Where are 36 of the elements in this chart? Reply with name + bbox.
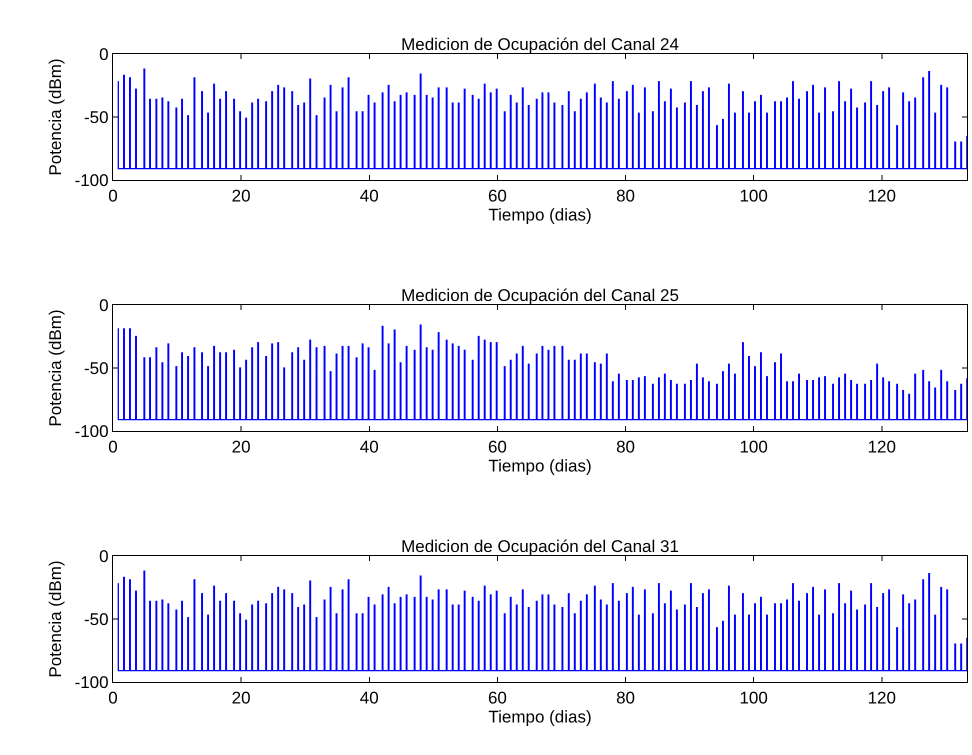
y-axis-title: Potencia (dBm) xyxy=(46,309,66,427)
y-tick-label: 0 xyxy=(99,546,109,566)
y-tick-label: -50 xyxy=(84,358,109,378)
x-tick-label: 120 xyxy=(868,186,896,206)
x-tick-label: 80 xyxy=(616,437,635,456)
x-tick-label: 80 xyxy=(616,688,635,708)
y-tick-label: -100 xyxy=(74,422,109,441)
y-tick-label: -50 xyxy=(84,610,109,629)
x-tick-label: 100 xyxy=(739,186,768,206)
x-tick-label: 60 xyxy=(488,688,507,708)
x-tick-label: 120 xyxy=(868,688,896,708)
y-axis-title: Potencia (dBm) xyxy=(46,560,66,678)
chart-title: Medicion de Ocupación del Canal 25 xyxy=(401,286,679,305)
x-tick-label: 20 xyxy=(232,688,251,708)
x-tick-label: 20 xyxy=(232,437,251,456)
x-axis-title: Tiempo (dias) xyxy=(488,205,592,224)
x-tick-label: 60 xyxy=(488,186,507,206)
x-tick-label: 40 xyxy=(360,186,379,206)
chart-title: Medicion de Ocupación del Canal 31 xyxy=(401,537,679,556)
y-axis-title: Potencia (dBm) xyxy=(46,58,66,176)
y-tick-label: 0 xyxy=(99,296,109,315)
x-tick-label: 20 xyxy=(232,186,251,206)
y-tick-label: 0 xyxy=(99,44,109,64)
y-tick-label: -100 xyxy=(74,672,109,692)
x-axis-title: Tiempo (dias) xyxy=(488,707,592,726)
x-tick-label: 40 xyxy=(360,437,379,456)
chart-title: Medicion de Ocupación del Canal 24 xyxy=(401,35,679,54)
x-tick-label: 100 xyxy=(739,437,768,456)
x-tick-label: 40 xyxy=(360,688,379,708)
x-tick-label: 100 xyxy=(739,688,768,708)
x-tick-label: 80 xyxy=(616,186,635,206)
x-axis-title: Tiempo (dias) xyxy=(488,456,592,476)
x-tick-label: 120 xyxy=(868,437,896,456)
y-tick-label: -50 xyxy=(84,108,109,127)
x-tick-label: 60 xyxy=(488,437,507,456)
y-tick-label: -100 xyxy=(74,170,109,190)
